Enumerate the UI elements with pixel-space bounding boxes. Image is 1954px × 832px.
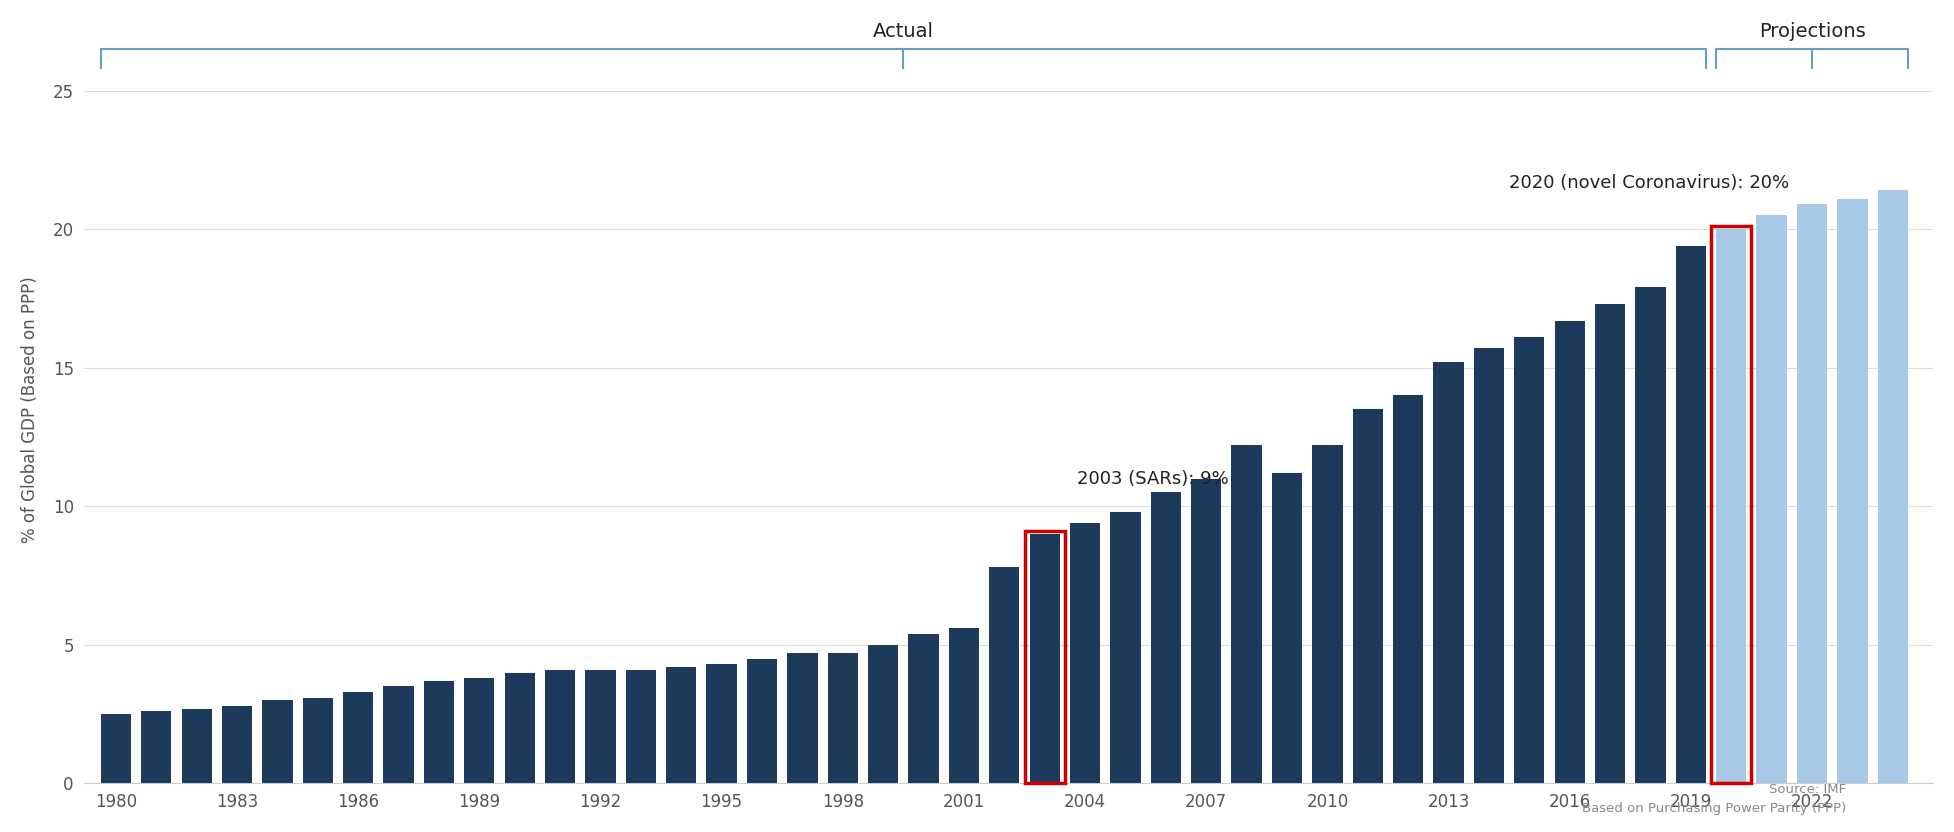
Bar <box>1837 199 1868 784</box>
Text: Projections: Projections <box>1759 22 1866 41</box>
Bar <box>1594 304 1626 784</box>
Bar <box>1757 215 1786 784</box>
Bar <box>1151 493 1180 784</box>
Bar <box>262 701 293 784</box>
Bar <box>1434 362 1464 784</box>
Bar <box>545 670 574 784</box>
Bar <box>787 653 817 784</box>
Bar <box>1716 229 1747 784</box>
Bar <box>1878 191 1907 784</box>
Text: 2003 (SARs): 9%: 2003 (SARs): 9% <box>1077 470 1229 488</box>
Bar <box>666 667 696 784</box>
Bar <box>828 653 858 784</box>
Bar <box>1473 349 1505 784</box>
Bar <box>707 664 737 784</box>
Bar <box>1024 531 1065 784</box>
Bar <box>182 709 211 784</box>
Text: Source: IMF
Based on Purchasing Power Parity (PPP): Source: IMF Based on Purchasing Power Pa… <box>1583 784 1847 815</box>
Bar <box>868 645 899 784</box>
Bar <box>1352 409 1383 784</box>
Bar <box>1393 395 1423 784</box>
Bar <box>141 711 172 784</box>
Bar <box>586 670 616 784</box>
Bar <box>383 686 414 784</box>
Bar <box>303 697 332 784</box>
Bar <box>1231 445 1262 784</box>
Bar <box>1635 287 1665 784</box>
Bar <box>465 678 494 784</box>
Bar <box>223 706 252 784</box>
Bar <box>1192 478 1221 784</box>
Bar <box>1313 445 1342 784</box>
Text: 2020 (novel Coronavirus): 20%: 2020 (novel Coronavirus): 20% <box>1508 174 1790 191</box>
Bar <box>1677 245 1706 784</box>
Bar <box>1514 337 1544 784</box>
Bar <box>1798 204 1827 784</box>
Bar <box>344 692 373 784</box>
Bar <box>102 714 131 784</box>
Bar <box>989 567 1020 784</box>
Bar <box>504 672 535 784</box>
Bar <box>1030 534 1059 784</box>
Bar <box>1272 473 1301 784</box>
Y-axis label: % of Global GDP (Based on PPP): % of Global GDP (Based on PPP) <box>21 276 39 542</box>
Bar <box>424 681 453 784</box>
Bar <box>950 628 979 784</box>
Bar <box>1110 512 1141 784</box>
Bar <box>1071 522 1100 784</box>
Bar <box>625 670 657 784</box>
Bar <box>909 634 938 784</box>
Text: Actual: Actual <box>873 22 934 41</box>
Bar <box>1712 225 1751 784</box>
Bar <box>1555 320 1585 784</box>
Bar <box>746 659 778 784</box>
